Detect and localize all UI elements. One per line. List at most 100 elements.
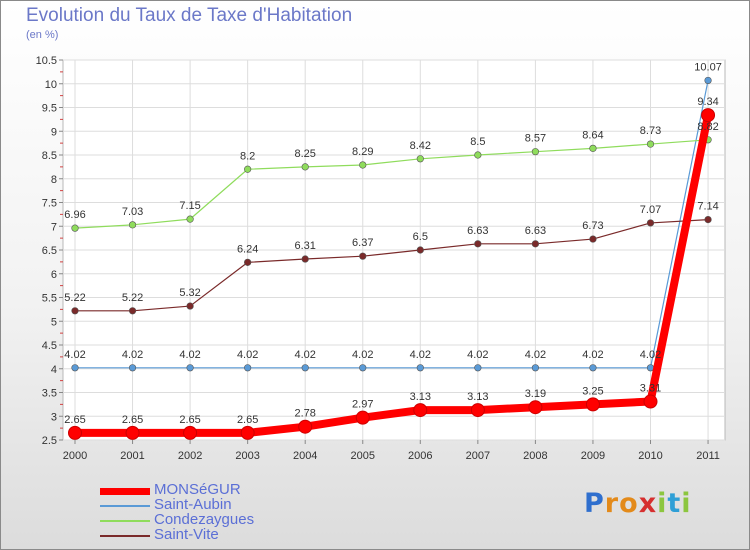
logo-letter: x (638, 488, 658, 519)
logo-letter: o (619, 488, 639, 519)
data-point (244, 364, 252, 372)
data-point (589, 144, 597, 152)
data-label: 8.82 (697, 121, 718, 133)
data-label: 6.96 (64, 209, 85, 221)
data-point (128, 307, 137, 315)
x-tick-label: 2003 (235, 450, 259, 462)
data-label: 4.02 (237, 349, 258, 361)
data-label: 8.57 (525, 133, 546, 145)
chart-unit-label: (en %) (26, 29, 59, 41)
data-point (71, 307, 79, 315)
data-label: 2.65 (122, 414, 143, 426)
data-label: 6.31 (294, 240, 315, 252)
data-point (413, 403, 428, 418)
data-point (646, 140, 655, 148)
data-point (186, 302, 194, 310)
data-point (355, 410, 370, 425)
y-tick-label: 6 (51, 269, 57, 281)
data-point (474, 364, 482, 372)
x-tick-label: 2010 (638, 450, 662, 462)
data-label: 4.02 (352, 349, 373, 361)
y-tick-label: 6.5 (42, 245, 57, 257)
series-line-saint-vite (74, 219, 709, 312)
data-point (416, 155, 424, 163)
data-point (240, 425, 255, 440)
data-point (244, 258, 252, 266)
data-label: 2.78 (294, 408, 315, 420)
y-tick-label: 7.5 (42, 198, 57, 210)
data-label: 7.14 (697, 201, 718, 213)
data-label: 4.02 (410, 349, 431, 361)
data-label: 3.13 (410, 391, 431, 403)
data-label: 6.37 (352, 237, 373, 249)
data-label: 4.02 (64, 349, 85, 361)
data-label: 5.32 (179, 287, 200, 299)
data-label: 4.02 (582, 349, 603, 361)
y-tick-label: 7 (51, 221, 57, 233)
data-point (643, 394, 658, 409)
data-point (474, 240, 482, 248)
x-tick-label: 2002 (178, 450, 202, 462)
data-point (359, 252, 367, 260)
data-point (301, 364, 309, 372)
y-tick-label: 5 (51, 316, 57, 328)
y-tick-label: 4.5 (42, 340, 57, 352)
y-tick-label: 2.5 (42, 435, 57, 447)
data-label: 4.02 (640, 349, 661, 361)
y-tick-label: 5.5 (42, 293, 57, 305)
chart-title: Evolution du Taux de Taxe d'Habitation (26, 5, 353, 26)
data-point (359, 161, 367, 169)
data-label: 8.73 (640, 125, 661, 137)
data-label: 3.13 (467, 391, 488, 403)
proxiti-logo: Proxiti (584, 488, 692, 519)
series-line-condezaygues (74, 139, 709, 229)
data-point (704, 76, 712, 85)
data-label: 6.24 (237, 243, 258, 255)
data-point (528, 400, 543, 415)
x-tick-label: 2009 (581, 450, 605, 462)
legend-label: Saint-Vite (154, 526, 219, 543)
y-tick-label: 10.5 (36, 55, 57, 67)
data-label: 8.5 (470, 136, 485, 148)
data-point (183, 425, 198, 440)
x-tick-label: 2007 (466, 450, 490, 462)
data-label: 4.02 (179, 349, 200, 361)
data-label: 8.25 (294, 148, 315, 160)
y-tick-label: 3.5 (42, 388, 57, 400)
data-label: 9.34 (697, 96, 718, 108)
data-point (244, 165, 252, 173)
data-point (128, 364, 137, 372)
data-point (186, 215, 194, 223)
series-line-mons-gur (71, 111, 713, 437)
x-tick-label: 2001 (120, 450, 144, 462)
y-tick-label: 9.5 (42, 103, 57, 115)
data-label: 7.03 (122, 206, 143, 218)
x-tick-label: 2005 (351, 450, 375, 462)
data-point (585, 397, 600, 412)
data-label: 8.64 (582, 129, 603, 141)
logo-letter: t (667, 488, 682, 519)
logo-letter: i (657, 488, 668, 519)
x-tick-label: 2004 (293, 450, 317, 462)
data-point (125, 425, 140, 440)
legend-label: Saint-Aubin (154, 496, 232, 513)
data-label: 3.19 (525, 388, 546, 400)
data-label: 8.2 (240, 150, 255, 162)
data-label: 5.22 (64, 292, 85, 304)
data-point (128, 221, 137, 229)
data-point (531, 364, 540, 372)
data-point (701, 108, 716, 123)
x-tick-label: 2011 (696, 450, 720, 462)
data-label: 4.02 (122, 349, 143, 361)
data-point (416, 246, 424, 254)
legend-swatch (100, 520, 150, 522)
data-point (474, 151, 482, 159)
data-label: 2.65 (237, 414, 258, 426)
data-label: 10.07 (694, 61, 722, 73)
data-point (531, 148, 540, 156)
legend-swatch (100, 505, 150, 507)
data-label: 7.07 (640, 204, 661, 216)
data-point (71, 364, 79, 372)
data-point (531, 240, 540, 248)
